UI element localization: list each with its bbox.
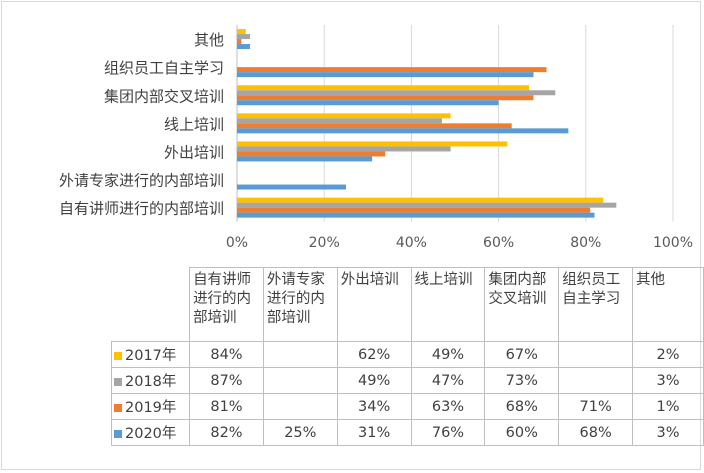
bar — [237, 113, 451, 119]
legend-label: 2017年 — [125, 348, 177, 364]
table-cell: 25% — [262, 419, 338, 446]
table-cell: 81% — [189, 393, 264, 420]
x-tick-label: 60% — [483, 235, 514, 251]
table-cell: 49% — [336, 367, 412, 394]
category-label: 自有讲师进行的内部培训 — [59, 200, 224, 218]
bar — [237, 156, 373, 162]
legend-swatch — [114, 378, 122, 386]
bar — [237, 141, 508, 147]
table-cell: 68% — [558, 419, 634, 446]
bar — [237, 72, 534, 78]
table-column-header: 外出培训 — [336, 267, 412, 342]
table-cell: 3% — [632, 419, 704, 446]
table-cell: 67% — [484, 341, 560, 368]
bar — [237, 67, 547, 73]
bar — [237, 151, 386, 157]
x-tick-label: 80% — [570, 235, 601, 251]
bar — [237, 44, 251, 50]
bar — [237, 123, 512, 129]
table-column-header: 其他 — [632, 267, 704, 342]
data-table: 自有讲师 进行的内 部培训 外请专家 进行的内 部培训 外出培训 线上培训 集团内部 交叉培训 组织… — [110, 267, 704, 446]
table-cell — [262, 341, 338, 368]
table-cell: 3% — [632, 367, 704, 394]
table-cell: 2% — [632, 341, 704, 368]
table-corner — [111, 267, 191, 342]
table-cell: 47% — [410, 367, 486, 394]
category-label: 外出培训 — [164, 143, 224, 161]
bar — [237, 184, 346, 190]
bar — [237, 39, 242, 45]
category-label: 外请专家进行的内部培训 — [59, 172, 224, 190]
legend-entry: 2018年 — [110, 367, 191, 394]
bar — [237, 34, 251, 40]
table-cell: 60% — [484, 419, 560, 446]
category-label: 组织员工自主学习 — [104, 59, 224, 77]
table-row: 2017年 84% 62% 49% 67% 2% — [110, 341, 704, 368]
table-cell: 31% — [336, 419, 412, 446]
table-row: 2019年 81% 34% 63% 68% 71% 1% — [110, 393, 704, 420]
bar — [237, 95, 534, 101]
bar-chart: 0% 20% 40% 60% 80% 100% 自有讲师进行的内部培训外请专家进行的内部培训… — [59, 25, 693, 251]
table-cell: 1% — [632, 393, 704, 420]
table-cell: 76% — [410, 419, 486, 446]
table-cell: 49% — [410, 341, 486, 368]
bar — [237, 100, 499, 106]
table-cell — [558, 341, 634, 368]
table-cell: 62% — [336, 341, 412, 368]
table-cell: 84% — [189, 341, 264, 368]
bar — [237, 207, 591, 213]
x-tick-label: 20% — [309, 235, 340, 251]
x-tick-label: 0% — [226, 235, 248, 251]
table-column-header: 线上培训 — [410, 267, 486, 342]
table-row: 2020年 82% 25% 31% 76% 60% 68% 3% — [110, 419, 704, 446]
table-column-header: 集团内部 交叉培训 — [484, 267, 560, 342]
legend-label: 2019年 — [125, 400, 177, 416]
table-column-header: 外请专家 进行的内 部培训 — [262, 267, 338, 342]
category-label: 其他 — [194, 31, 224, 49]
table-cell: 73% — [484, 367, 560, 394]
bar — [237, 90, 556, 96]
bar — [237, 85, 530, 91]
bar — [237, 29, 246, 35]
legend-entry: 2019年 — [110, 393, 191, 420]
category-label: 集团内部交叉培训 — [104, 87, 224, 105]
legend-swatch — [114, 352, 122, 360]
legend-label: 2020年 — [125, 426, 177, 442]
table-row: 2018年 87% 49% 47% 73% 3% — [110, 367, 704, 394]
legend-label: 2018年 — [125, 374, 177, 390]
table-cell: 34% — [336, 393, 412, 420]
bar — [237, 202, 617, 208]
table-column-header: 组织员工 自主学习 — [558, 267, 634, 342]
table-cell — [262, 367, 338, 394]
legend-entry: 2020年 — [110, 419, 191, 446]
legend-swatch — [114, 430, 122, 438]
table-cell: 82% — [189, 419, 264, 446]
table-cell — [262, 393, 338, 420]
category-label: 线上培训 — [164, 115, 224, 133]
bar — [237, 212, 595, 218]
bar — [237, 197, 604, 203]
x-tick-label: 100% — [653, 235, 693, 251]
table-cell: 71% — [558, 393, 634, 420]
table-column-header: 自有讲师 进行的内 部培训 — [189, 267, 264, 342]
bar — [237, 118, 442, 124]
bar — [237, 128, 569, 134]
legend-swatch — [114, 404, 122, 412]
table-cell: 87% — [189, 367, 264, 394]
x-tick-label: 40% — [396, 235, 427, 251]
bar — [237, 146, 451, 152]
legend-entry: 2017年 — [110, 341, 191, 368]
table-cell — [558, 367, 634, 394]
table-cell: 68% — [484, 393, 560, 420]
table-cell: 63% — [410, 393, 486, 420]
